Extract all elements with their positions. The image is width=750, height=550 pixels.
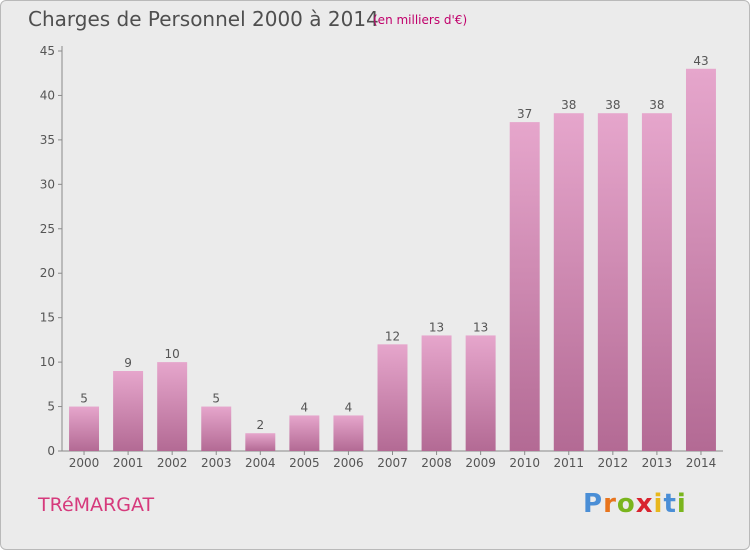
chart-subtitle: (en milliers d'€) xyxy=(373,13,468,27)
x-tick-label: 2005 xyxy=(289,456,320,470)
bar-value-label: 38 xyxy=(605,98,620,112)
y-tick-label: 25 xyxy=(40,222,55,236)
x-tick-label: 2013 xyxy=(642,456,673,470)
bar xyxy=(69,406,100,451)
bar xyxy=(245,433,276,451)
bar xyxy=(157,362,188,451)
x-tick-label: 2012 xyxy=(598,456,629,470)
x-tick-label: 2006 xyxy=(333,456,364,470)
y-tick-label: 10 xyxy=(40,355,55,369)
proxiti-logo: Proxiti xyxy=(583,489,687,519)
brand-letter: x xyxy=(635,489,654,519)
x-tick-label: 2001 xyxy=(113,456,144,470)
bar-value-label: 4 xyxy=(301,400,309,414)
x-tick-label: 2009 xyxy=(465,456,496,470)
bar-value-label: 38 xyxy=(561,98,576,112)
x-tick-label: 2014 xyxy=(686,456,717,470)
bar-value-label: 9 xyxy=(124,356,132,370)
y-tick-label: 30 xyxy=(40,177,55,191)
y-tick-label: 0 xyxy=(47,444,55,458)
brand-letter: r xyxy=(603,489,617,519)
bar xyxy=(113,371,144,451)
bar-value-label: 10 xyxy=(165,347,180,361)
bar xyxy=(465,335,496,451)
x-tick-label: 2000 xyxy=(69,456,100,470)
bar-value-label: 5 xyxy=(80,392,88,406)
y-tick-label: 20 xyxy=(40,266,55,280)
x-tick-label: 2007 xyxy=(377,456,408,470)
bar xyxy=(509,122,540,451)
bar-value-label: 5 xyxy=(212,392,220,406)
bar-value-label: 37 xyxy=(517,107,532,121)
bar xyxy=(377,344,408,451)
brand-letter: i xyxy=(653,489,664,519)
y-tick-label: 5 xyxy=(47,400,55,414)
x-tick-label: 2004 xyxy=(245,456,276,470)
bar-value-label: 4 xyxy=(345,400,353,414)
bar xyxy=(641,113,672,451)
brand-letter: t xyxy=(663,489,677,519)
bar xyxy=(597,113,628,451)
bar xyxy=(289,415,320,451)
bar-value-label: 43 xyxy=(693,54,708,68)
bar-value-label: 13 xyxy=(473,320,488,334)
y-tick-label: 15 xyxy=(40,311,55,325)
y-tick-label: 40 xyxy=(40,88,55,102)
town-name: TRéMARGAT xyxy=(38,494,155,516)
x-tick-label: 2003 xyxy=(201,456,232,470)
bar-value-label: 2 xyxy=(256,418,264,432)
x-tick-label: 2002 xyxy=(157,456,188,470)
x-tick-label: 2011 xyxy=(553,456,584,470)
bar-value-label: 12 xyxy=(385,329,400,343)
bar xyxy=(421,335,452,451)
bar xyxy=(685,68,716,452)
x-tick-label: 2010 xyxy=(509,456,540,470)
bar xyxy=(333,415,364,451)
bars: 5 9 10 5 2 4 4 12 13 13 37 38 38 38 43 xyxy=(69,54,716,452)
bar-value-label: 13 xyxy=(429,320,444,334)
y-tick-label: 35 xyxy=(40,133,55,147)
brand-letter: i xyxy=(676,489,687,519)
brand-letter: o xyxy=(616,489,636,519)
bar-value-label: 38 xyxy=(649,98,664,112)
y-tick-label: 45 xyxy=(40,44,55,58)
brand-letter: P xyxy=(583,489,604,519)
bar xyxy=(201,406,232,451)
x-tick-label: 2008 xyxy=(421,456,452,470)
chart-title: Charges de Personnel 2000 à 2014 xyxy=(28,7,379,31)
bar xyxy=(553,113,584,451)
